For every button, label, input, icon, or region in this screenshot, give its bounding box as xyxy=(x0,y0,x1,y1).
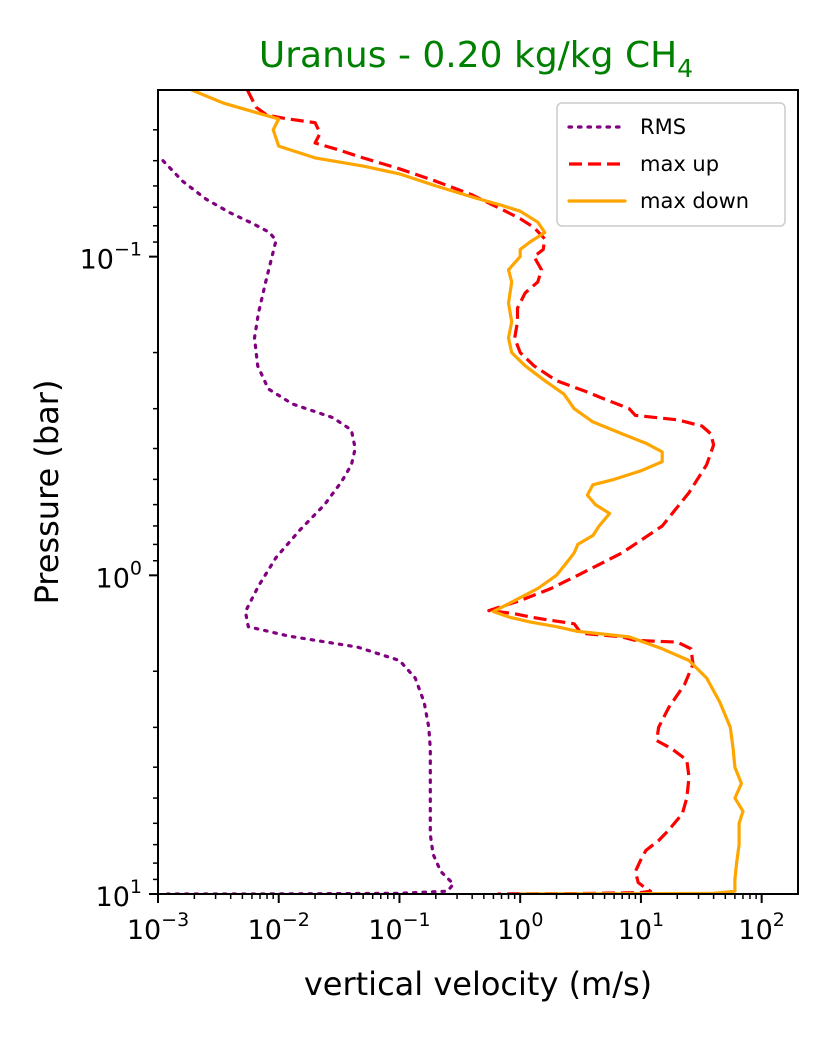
x-tick-label: 102 xyxy=(738,909,784,946)
series-line-rms xyxy=(161,159,455,894)
chart-title-text: Uranus - 0.20 kg/kg CH xyxy=(259,35,677,76)
y-tick-label: 10−1 xyxy=(80,239,142,276)
legend: RMS max up max down xyxy=(556,102,786,227)
series-layer xyxy=(161,90,745,894)
y-tick-label: 100 xyxy=(96,557,142,594)
legend-label: max up xyxy=(640,152,719,176)
plot-frame xyxy=(157,89,799,895)
ticks-layer: 10−3 10−2 10−1 100 101 102 10−1 100 101 xyxy=(80,129,785,946)
chart-title-subscript: 4 xyxy=(677,54,693,83)
y-tick-label: 101 xyxy=(96,876,142,913)
legend-box xyxy=(556,102,786,227)
series-line-max-down xyxy=(190,90,745,894)
legend-label: max down xyxy=(640,189,749,213)
x-axis-title: vertical velocity (m/s) xyxy=(304,965,652,1003)
x-tick-label: 10−3 xyxy=(127,909,189,946)
x-tick-label: 10−1 xyxy=(368,909,430,946)
x-tick-label: 101 xyxy=(618,909,664,946)
y-axis-title: Pressure (bar) xyxy=(28,380,66,605)
series-line-max-up xyxy=(245,90,716,894)
chart-title: Uranus - 0.20 kg/kg CH4 xyxy=(259,35,693,83)
x-tick-label: 100 xyxy=(497,909,543,946)
legend-label: RMS xyxy=(640,115,686,139)
x-tick-label: 10−2 xyxy=(248,909,310,946)
